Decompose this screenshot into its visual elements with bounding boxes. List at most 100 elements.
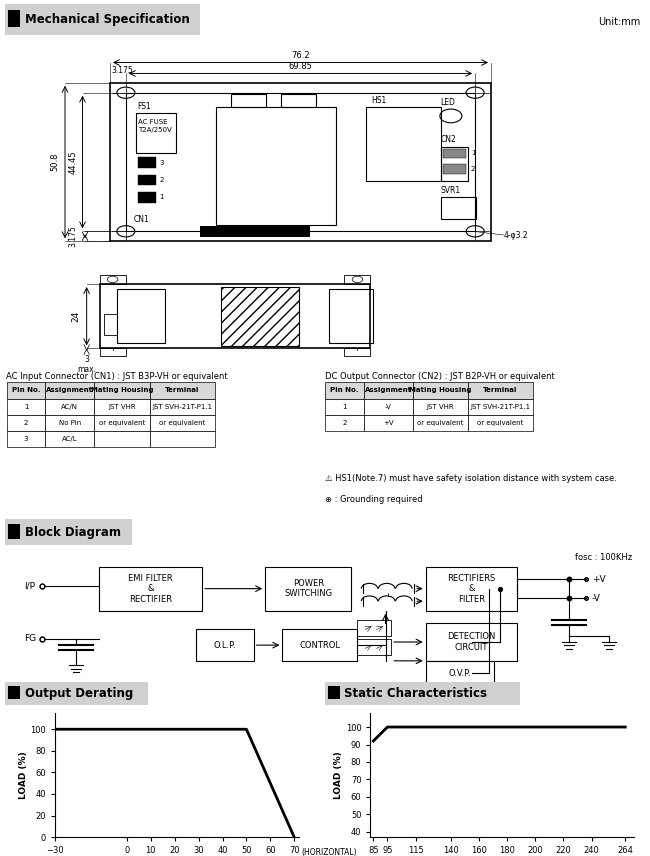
Bar [441,147,469,181]
Text: or equivalent: or equivalent [477,420,524,426]
Text: 50.8: 50.8 [50,152,59,171]
Bar [330,289,372,343]
Text: CN2: CN2 [441,135,456,144]
Bar [46,383,94,399]
Bar [5,681,148,705]
Text: RECTIFIERS
&
FILTER: RECTIFIERS & FILTER [447,574,496,603]
Text: fosc : 100KHz: fosc : 100KHz [575,553,632,562]
Text: 76.2: 76.2 [291,51,310,60]
Text: Unit:mm: Unit:mm [598,17,640,27]
Y-axis label: LOAD (%): LOAD (%) [334,752,343,799]
Bar [468,383,533,399]
Bar [357,639,391,655]
Text: Terminal: Terminal [484,388,517,394]
Text: AC/L: AC/L [62,437,78,443]
Text: Assignment: Assignment [46,388,94,394]
Bar [5,4,200,35]
Text: AC Input Connector (CN1) : JST B3P-VH or equivalent: AC Input Connector (CN1) : JST B3P-VH or… [6,372,228,381]
Text: JST VHR: JST VHR [426,404,454,410]
Bar [150,415,214,431]
Bar [426,567,517,610]
Text: 3.175: 3.175 [112,66,133,74]
Text: 2: 2 [24,420,28,426]
Bar [221,287,299,346]
Text: CONTROL: CONTROL [299,640,340,650]
Text: (HORIZONTAL): (HORIZONTAL) [302,848,357,856]
Bar [282,629,357,661]
Bar [150,431,214,447]
Bar [344,275,370,284]
Bar [99,284,370,348]
Text: Block Diagram: Block Diagram [25,526,121,538]
Text: FS1: FS1 [137,102,151,111]
Bar [426,623,517,661]
Bar [200,226,310,236]
Text: 3: 3 [24,437,28,443]
Bar [138,158,156,169]
Bar [110,83,491,241]
Text: Mechanical Specification: Mechanical Specification [25,13,189,27]
Bar [94,399,150,415]
Bar [196,629,254,661]
Text: or equivalent: or equivalent [99,420,145,426]
Bar [8,525,20,539]
Text: -V: -V [385,404,392,410]
Bar [441,197,476,219]
Text: 44.45: 44.45 [68,150,77,174]
Bar [150,383,214,399]
Text: EMI FILTER
&
RECTIFIER: EMI FILTER & RECTIFIER [128,574,173,603]
Bar [413,383,468,399]
Text: DETECTION
CIRCUIT: DETECTION CIRCUIT [447,633,496,651]
Text: 69.85: 69.85 [289,62,313,71]
Bar [231,94,266,107]
Text: ⚠ HS1(Note.7) must have safety isolation distance with system case.: ⚠ HS1(Note.7) must have safety isolation… [325,474,617,483]
Bar [136,113,176,153]
Bar [265,567,351,610]
Text: AC FUSE: AC FUSE [138,119,168,125]
Text: LED: LED [440,98,455,107]
Bar [150,399,214,415]
Text: Pin No.: Pin No. [12,388,40,394]
Text: 2: 2 [343,420,346,426]
Bar [46,415,94,431]
Y-axis label: LOAD (%): LOAD (%) [19,752,28,799]
Text: I/P: I/P [25,581,36,590]
Bar [328,687,340,699]
Text: -V: -V [592,593,601,603]
Bar [6,415,46,431]
Bar [117,289,164,343]
Bar [94,415,150,431]
Bar [468,415,533,431]
Text: 4-φ3.2: 4-φ3.2 [504,230,528,240]
Bar [8,10,20,27]
Bar [426,661,495,686]
Bar [216,107,336,225]
Bar [443,164,466,174]
Bar [94,431,150,447]
Text: +V: +V [383,420,394,426]
Text: 2: 2 [159,177,164,183]
Bar [94,383,150,399]
Text: Static Characteristics: Static Characteristics [344,687,488,700]
Bar [364,399,413,415]
Bar [364,383,413,399]
Bar [364,415,413,431]
Bar [104,313,117,335]
Bar [325,681,520,705]
Text: 1: 1 [471,151,475,157]
Bar [6,399,46,415]
Text: CN1: CN1 [133,215,149,223]
Bar [366,107,441,181]
Bar [325,415,364,431]
Bar [413,399,468,415]
Text: DC Output Connector (CN2) : JST B2P-VH or equivalent: DC Output Connector (CN2) : JST B2P-VH o… [325,372,554,381]
Text: 1: 1 [24,404,28,410]
Text: or equivalent: or equivalent [417,420,463,426]
Bar [46,399,94,415]
Text: JST SVH-21T-P1.1: JST SVH-21T-P1.1 [471,404,530,410]
Text: 3.175: 3.175 [68,225,77,247]
Text: 3: 3 [159,160,164,166]
Text: 3
max.: 3 max. [77,355,96,374]
Text: O.V.P.: O.V.P. [448,669,471,678]
Bar [126,92,475,231]
